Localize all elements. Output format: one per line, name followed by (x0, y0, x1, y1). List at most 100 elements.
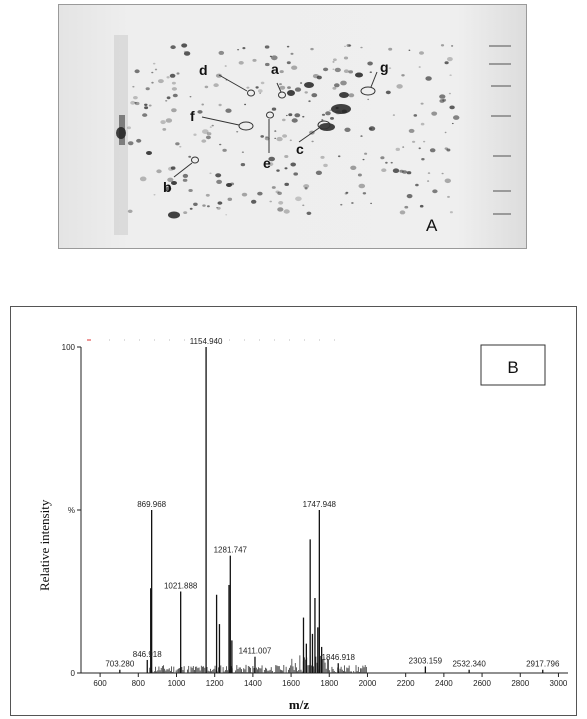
peak-label: 846.918 (133, 650, 162, 659)
gel-spot (151, 81, 154, 84)
gel-spot (215, 173, 222, 178)
gel-spot (304, 91, 308, 94)
gel-spot (182, 173, 189, 178)
gel-spot (413, 114, 418, 117)
gel-spot (171, 108, 177, 113)
gel-spot (392, 168, 400, 173)
gel-spot (215, 73, 222, 78)
x-tick-label: 1000 (168, 679, 186, 688)
peak-label: 1411.007 (239, 647, 272, 656)
gel-spot (127, 209, 133, 213)
gel-spot (189, 96, 192, 98)
gel-spot (441, 172, 444, 175)
gel-spot-dark (116, 127, 126, 139)
gel-spot (130, 100, 136, 105)
gel-spot (444, 61, 449, 65)
gel-spot (144, 106, 149, 110)
gel-spot (183, 51, 191, 56)
gel-background (59, 5, 526, 248)
gel-spot (238, 61, 244, 65)
gel-spot (259, 92, 261, 94)
x-axis-label: m/z (289, 697, 309, 712)
gel-spot (408, 128, 415, 133)
gel-spot (321, 113, 326, 116)
x-tick-label: 1200 (206, 679, 224, 688)
gel-spot (282, 118, 286, 122)
gel-spot (165, 100, 168, 102)
gel-spot (290, 52, 294, 55)
gel-spot (388, 67, 392, 70)
gel-spot (166, 96, 171, 100)
gel-spot (148, 104, 152, 107)
gel-spot (134, 101, 137, 104)
gel-spot (183, 211, 188, 215)
gel-spot (289, 139, 292, 142)
gel-spot (294, 87, 302, 92)
gel-spot (252, 58, 257, 62)
gel-annotations (173, 71, 378, 178)
y-tick-label: 0 (71, 669, 76, 678)
gel-spot (395, 147, 400, 151)
gel-spot (181, 43, 188, 48)
gel-spot (388, 47, 393, 51)
gel-image-panel: a b c d e f g A (58, 4, 527, 249)
peak-label: 869.968 (137, 500, 166, 509)
gel-spot (406, 171, 412, 175)
gel-spot (205, 135, 211, 140)
gel-spot (224, 65, 227, 67)
gel-spot (276, 136, 283, 142)
gel-spot (268, 156, 275, 162)
gel-spot (302, 204, 305, 207)
gel-spot (425, 76, 432, 81)
spot-label-d: d (199, 62, 208, 78)
gel-spot (439, 94, 446, 99)
gel-spot (447, 195, 450, 198)
gel-spot (240, 163, 246, 167)
x-tick-label: 2800 (511, 679, 529, 688)
gel-spot (144, 103, 148, 107)
x-tick-label: 2200 (397, 679, 415, 688)
gel-spot (264, 45, 270, 49)
gel-spot (279, 70, 284, 74)
gel-spot (271, 55, 278, 61)
gel-spot (216, 179, 223, 184)
gel-spot (269, 200, 272, 203)
gel-spot (193, 133, 197, 136)
gel-spot (269, 55, 272, 58)
gel-spot (204, 85, 209, 89)
gel-spot (325, 111, 331, 116)
gel-spot (419, 204, 424, 208)
gel-spot (134, 69, 140, 74)
gel-spot (160, 120, 166, 125)
gel-spot (421, 158, 425, 161)
gel-spot (257, 191, 263, 196)
gel-spot (315, 170, 322, 175)
gel-spot (444, 178, 451, 184)
gel-spot (179, 145, 182, 148)
gel-spot (427, 172, 431, 175)
gel-spot (284, 182, 289, 186)
gel-spot (334, 67, 341, 73)
gel-spot (423, 140, 426, 143)
gel-spot (308, 100, 311, 103)
gel-spot (340, 203, 343, 206)
peak-label: 1154.940 (190, 337, 223, 346)
gel-spot (448, 92, 451, 95)
leader-line-c (298, 127, 320, 143)
gel-spot (369, 71, 372, 73)
gel-spot (311, 93, 318, 98)
gel-spot (451, 122, 454, 125)
gel-spot-dark (355, 72, 363, 78)
gel-spot (420, 122, 425, 126)
gel-spot (381, 168, 387, 172)
x-tick-label: 3000 (550, 679, 568, 688)
mass-spectrum-panel: 0% 100 600 800 1000 1200 1400 1600 1800 2000 2200 2… (10, 306, 577, 716)
gel-spot (286, 45, 290, 48)
gel-spot-dark (168, 211, 180, 219)
gel-spot (453, 115, 460, 120)
mass-spectrum-chart: 0% 100 600 800 1000 1200 1400 1600 1800 2000 2200 2… (37, 337, 568, 712)
gel-spot (183, 50, 186, 53)
panel-a-label: A (426, 216, 438, 235)
gel-spot (171, 87, 177, 91)
x-tick-label: 2000 (359, 679, 377, 688)
